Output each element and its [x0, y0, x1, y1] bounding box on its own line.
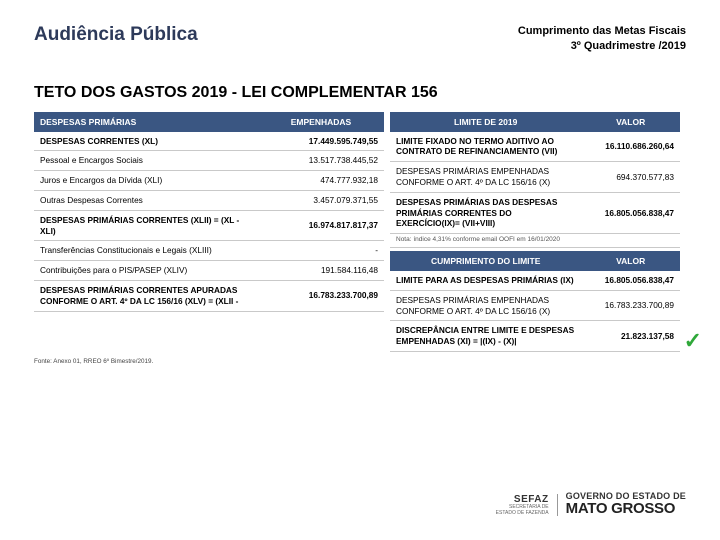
row-value: 16.805.056.838,47 [581, 271, 680, 290]
row-label: Pessoal e Encargos Sociais [34, 151, 258, 171]
table-row: DESPESAS PRIMÁRIAS CORRENTES (XLII) = (X… [34, 210, 384, 241]
row-label: DESPESAS PRIMÁRIAS CORRENTES (XLII) = (X… [34, 210, 258, 241]
subtitle-line1: Cumprimento das Metas Fiscais [518, 24, 686, 39]
table-row: DESPESAS PRIMÁRIAS CORRENTES APURADAS CO… [34, 280, 384, 311]
gov-line2: MATO GROSSO [566, 501, 686, 516]
row-label: DESPESAS PRIMÁRIAS EMPENHADAS CONFORME O… [390, 290, 581, 321]
table-row: DESPESAS PRIMÁRIAS DAS DESPESAS PRIMÁRIA… [390, 192, 680, 233]
row-label: DISCREPÂNCIA ENTRE LIMITE E DESPESAS EMP… [390, 321, 581, 352]
row-value: - [258, 241, 384, 261]
row-label: DESPESAS CORRENTES (XL) [34, 132, 258, 151]
cumprimento-table: CUMPRIMENTO DO LIMITE VALOR LIMITE PARA … [390, 251, 680, 352]
row-value: 694.370.577,83 [581, 162, 680, 193]
row-label: DESPESAS PRIMÁRIAS EMPENHADAS CONFORME O… [390, 162, 581, 193]
th-empenhadas: EMPENHADAS [258, 112, 384, 132]
subtitle-line2: 3º Quadrimestre /2019 [518, 39, 686, 54]
row-label: DESPESAS PRIMÁRIAS DAS DESPESAS PRIMÁRIA… [390, 192, 581, 233]
row-value: 16.805.056.838,47 [581, 192, 680, 233]
th-limite: LIMITE DE 2019 [390, 112, 581, 132]
row-label: LIMITE PARA AS DESPESAS PRIMÁRIAS (IX) [390, 271, 581, 290]
table-row: DESPESAS PRIMÁRIAS EMPENHADAS CONFORME O… [390, 290, 680, 321]
th-valor2: VALOR [581, 251, 680, 271]
row-value: 16.110.686.260,64 [581, 132, 680, 162]
main-title: TETO DOS GASTOS 2019 - LEI COMPLEMENTAR … [0, 62, 720, 112]
row-value: 17.449.595.749,55 [258, 132, 384, 151]
page-title-right: Cumprimento das Metas Fiscais 3º Quadrim… [518, 24, 686, 54]
row-label: Juros e Encargos da Dívida (XLI) [34, 171, 258, 191]
th-cumprimento: CUMPRIMENTO DO LIMITE [390, 251, 581, 271]
source-text: Fonte: Anexo 01, RREO 6º Bimestre/2019. [0, 352, 720, 365]
table-row: Outras Despesas Correntes3.457.079.371,5… [34, 191, 384, 211]
table-row: LIMITE FIXADO NO TERMO ADITIVO AO CONTRA… [390, 132, 680, 162]
row-label: LIMITE FIXADO NO TERMO ADITIVO AO CONTRA… [390, 132, 581, 162]
row-label: Transferências Constitucionais e Legais … [34, 241, 258, 261]
sefaz-logo: SEFAZ SECRETARIA DE ESTADO DE FAZENDA [496, 494, 558, 516]
th-despesas: DESPESAS PRIMÁRIAS [34, 112, 258, 132]
row-value: 474.777.932,18 [258, 171, 384, 191]
sefaz-sub2: ESTADO DE FAZENDA [496, 511, 549, 517]
row-value: 16.783.233.700,89 [581, 290, 680, 321]
tables-container: DESPESAS PRIMÁRIAS EMPENHADAS DESPESAS C… [0, 112, 720, 352]
table-row: DISCREPÂNCIA ENTRE LIMITE E DESPESAS EMP… [390, 321, 680, 352]
header: Audiência Pública Cumprimento das Metas … [0, 0, 720, 62]
table-row: Pessoal e Encargos Sociais13.517.738.445… [34, 151, 384, 171]
table-row: Juros e Encargos da Dívida (XLI)474.777.… [34, 171, 384, 191]
table-row: Contribuições para o PIS/PASEP (XLIV)191… [34, 261, 384, 281]
check-icon: ✓ [684, 328, 702, 354]
limite-table: LIMITE DE 2019 VALOR LIMITE FIXADO NO TE… [390, 112, 680, 234]
row-label: Outras Despesas Correntes [34, 191, 258, 211]
despesas-table: DESPESAS PRIMÁRIAS EMPENHADAS DESPESAS C… [34, 112, 384, 312]
note-text: Nota: índice 4,31% conforme email OOFI e… [390, 234, 680, 247]
th-valor1: VALOR [581, 112, 680, 132]
page-title-left: Audiência Pública [34, 24, 198, 46]
table-row: Transferências Constitucionais e Legais … [34, 241, 384, 261]
table-row: DESPESAS PRIMÁRIAS EMPENHADAS CONFORME O… [390, 162, 680, 193]
table-row: LIMITE PARA AS DESPESAS PRIMÁRIAS (IX)16… [390, 271, 680, 290]
row-value: 16.974.817.817,37 [258, 210, 384, 241]
row-value: 21.823.137,58 [581, 321, 680, 352]
row-value: 16.783.233.700,89 [258, 280, 384, 311]
left-column: DESPESAS PRIMÁRIAS EMPENHADAS DESPESAS C… [34, 112, 384, 352]
row-value: 13.517.738.445,52 [258, 151, 384, 171]
right-column: LIMITE DE 2019 VALOR LIMITE FIXADO NO TE… [390, 112, 680, 352]
footer: SEFAZ SECRETARIA DE ESTADO DE FAZENDA GO… [496, 492, 686, 516]
row-label: DESPESAS PRIMÁRIAS CORRENTES APURADAS CO… [34, 280, 258, 311]
row-label: Contribuições para o PIS/PASEP (XLIV) [34, 261, 258, 281]
row-value: 191.584.116,48 [258, 261, 384, 281]
note-table: Nota: índice 4,31% conforme email OOFI e… [390, 234, 680, 251]
gov-logo: GOVERNO DO ESTADO DE MATO GROSSO [566, 492, 686, 516]
row-value: 3.457.079.371,55 [258, 191, 384, 211]
table-row: DESPESAS CORRENTES (XL)17.449.595.749,55 [34, 132, 384, 151]
